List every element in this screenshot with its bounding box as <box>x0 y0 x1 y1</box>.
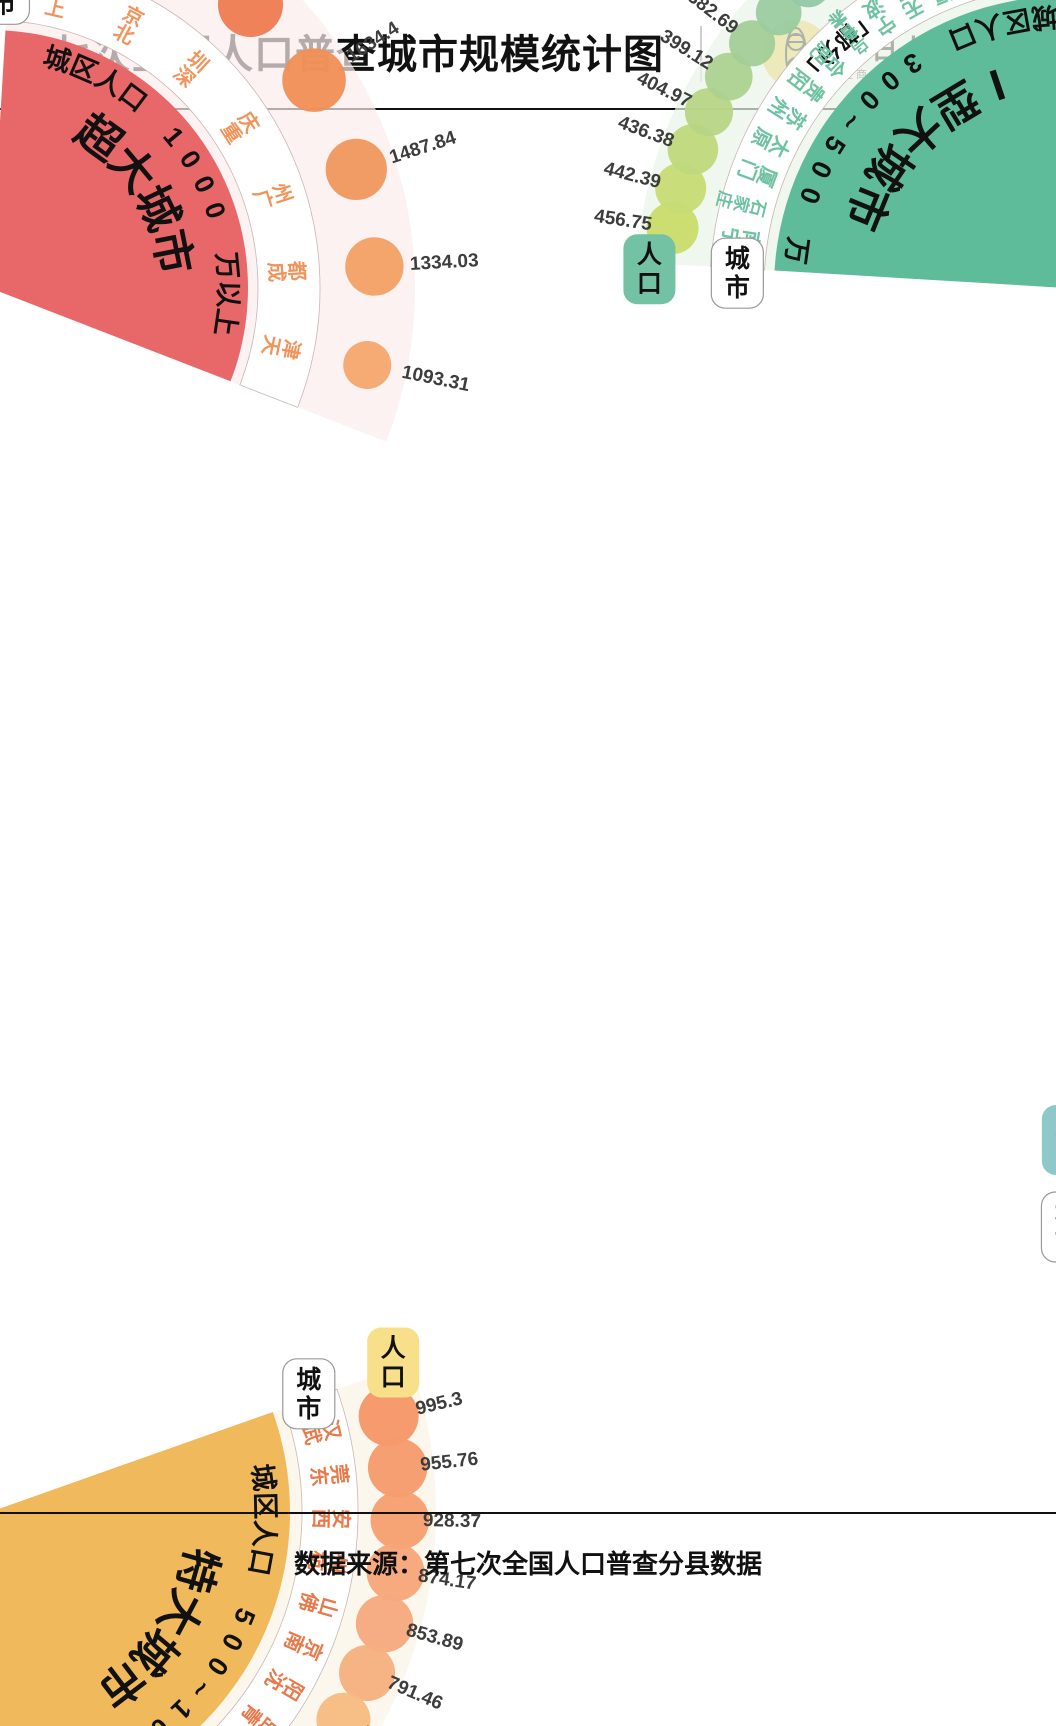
value-label-chaoda-5: 1334.03 <box>409 250 479 275</box>
value-label-chaoda-6: 1093.31 <box>400 362 472 396</box>
bubble-itype-3 <box>684 88 734 137</box>
group-subtitle-teda: 城 <box>246 1462 279 1493</box>
bubble-itype-1 <box>655 162 707 214</box>
legend-population-itype-char: 口 <box>637 270 662 298</box>
hub-teda <box>0 1411 290 1726</box>
bubble-chaoda-3 <box>282 48 346 112</box>
group-subtitle-chaoda: 上 <box>209 307 243 338</box>
legend-city-itype-char: 城 <box>725 245 750 273</box>
value-label-itype-1: 442.39 <box>602 158 664 193</box>
group-subtitle-chaoda: 以 <box>213 280 244 308</box>
legend-population-itype-bg <box>623 234 676 305</box>
data-source: 数据来源：第七次全国人口普查分县数据 <box>293 1549 762 1579</box>
group-subtitle-teda: 口 <box>243 1546 277 1578</box>
legend-population-teda-bg <box>367 1327 420 1398</box>
group-subtitle-itype: 区 <box>1001 3 1033 37</box>
city-name-itype-1: 庄 <box>713 189 737 210</box>
bubble-chaoda-4 <box>325 138 387 201</box>
city-band-teda <box>216 1388 359 1726</box>
legend-city-itype-bg <box>710 237 764 309</box>
legend-city-teda-bg <box>282 1358 336 1430</box>
bubble-teda-2 <box>370 1490 430 1550</box>
bubble-chaoda-2 <box>217 0 284 38</box>
city-name-teda-3: 杭 <box>304 1549 331 1572</box>
city-name-itype-10: 福 <box>929 0 957 8</box>
bottom-rule <box>0 1512 1056 1514</box>
bubble-itype-2 <box>667 124 719 175</box>
legend-city-iitype-char: 城 <box>1055 1199 1056 1227</box>
bubble-chaoda-5 <box>345 237 404 296</box>
legend-city-iitype-char: 市 <box>1055 1227 1056 1256</box>
city-name-itype-1: 石 <box>746 197 769 219</box>
city-name-itype-1: 家 <box>730 193 754 214</box>
legend-city-teda-char: 市 <box>296 1394 321 1423</box>
group-subtitle-itype: 万 <box>780 235 813 266</box>
legend-population-itype-char: 人 <box>637 241 662 269</box>
legend-population-teda-char: 口 <box>381 1364 406 1392</box>
value-label-chaoda-4: 1487.84 <box>387 127 459 168</box>
bubble-teda-4 <box>355 1594 414 1653</box>
value-label-teda-0: 995.3 <box>414 1388 465 1420</box>
group-subtitle-itype: 城 <box>1030 1 1056 33</box>
bubble-teda-3 <box>366 1543 425 1602</box>
bubble-itype-4 <box>704 52 753 101</box>
legend-city-iitype-bg <box>1040 1191 1056 1263</box>
header-divider <box>700 26 702 82</box>
bubble-teda-0 <box>358 1386 419 1447</box>
value-label-teda-2: 928.37 <box>423 1510 482 1532</box>
legend-city-itype-char: 市 <box>725 273 750 302</box>
bubble-itype-7 <box>791 0 825 8</box>
legend-city-teda-char: 城 <box>296 1366 321 1394</box>
legend-population-teda-char: 人 <box>381 1335 406 1363</box>
group-subtitle-chaoda: 万 <box>211 251 243 281</box>
top-rule <box>0 108 1056 110</box>
footer: 数据来源：第七次全国人口普查分县数据 <box>0 1514 1056 1726</box>
bubble-teda-1 <box>367 1438 428 1498</box>
city-band-chaoda <box>5 0 321 408</box>
group-subtitle-teda: 人 <box>248 1519 280 1548</box>
bubble-teda-6 <box>316 1692 371 1726</box>
city-name-chaoda-5: 都 <box>284 259 308 281</box>
city-name-teda-1: 莞 <box>326 1463 351 1485</box>
city-name-chaoda-5: 成 <box>264 261 289 282</box>
legend-city-chaoda-bg <box>0 0 31 25</box>
city-name-chaoda-0: 上 <box>43 0 68 22</box>
city-name-teda-1: 东 <box>306 1465 332 1487</box>
value-label-itype-2: 436.38 <box>615 112 677 152</box>
legend-population-iitype-bg <box>1041 1105 1056 1176</box>
bubble-chaoda-6 <box>343 341 392 390</box>
bubble-itype-6 <box>755 0 802 36</box>
group-subtitle-teda: 区 <box>250 1492 281 1520</box>
bubble-itype-5 <box>729 20 776 67</box>
hub-chaoda <box>0 30 248 382</box>
city-name-chaoda-6: 津 <box>277 337 304 361</box>
group-iitype: II型大城市城区人口 300 万以下「部分」288.91兰州274.28中山26… <box>1040 1105 1056 1263</box>
city-name-teda-3: 州 <box>324 1552 350 1575</box>
hub-itype <box>774 0 1056 288</box>
legend-city-chaoda-char: 市 <box>0 0 16 18</box>
bubble-teda-5 <box>339 1644 396 1702</box>
group-title-chaoda: 市 <box>143 226 200 279</box>
